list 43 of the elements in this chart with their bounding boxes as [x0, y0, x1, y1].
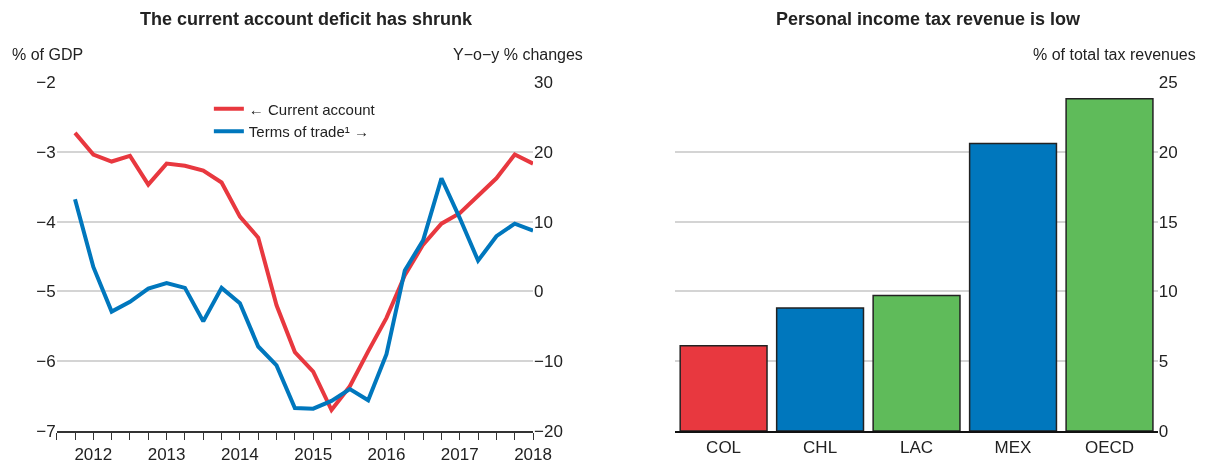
- x-tick-label: 2017: [440, 445, 479, 465]
- legend-label: Terms of trade¹ →: [248, 123, 369, 141]
- y2-tick-label: 0: [534, 282, 544, 302]
- y-tick-label: −6: [36, 352, 56, 372]
- y-tick-label: 15: [1158, 212, 1178, 232]
- y2-axis-title: Y−o−y % changes: [453, 46, 583, 63]
- y2-tick-label: 10: [534, 212, 553, 232]
- x-tick-label: CHL: [803, 438, 838, 458]
- legend-label: ← Current account: [248, 100, 376, 118]
- y-tick-label: 10: [1158, 282, 1178, 302]
- y-tick-label: 0: [1158, 421, 1169, 441]
- y-axis-title: % of total tax revenues: [1033, 46, 1196, 63]
- y-axis-title: % of GDP: [12, 46, 84, 63]
- line-series: [73, 176, 534, 411]
- y2-tick-label: −10: [534, 352, 563, 372]
- chart-title: The current account deficit has shrunk: [140, 9, 474, 29]
- bar: [775, 307, 865, 431]
- x-tick-label: 2016: [367, 445, 406, 465]
- y-tick-label: −3: [36, 142, 56, 162]
- y2-tick-label: 20: [534, 142, 553, 162]
- bar: [679, 345, 768, 431]
- y-tick-label: −7: [36, 421, 56, 441]
- x-tick-label: 2018: [514, 445, 552, 465]
- y2-tick-label: −20: [534, 421, 563, 441]
- y-tick-label: −5: [36, 282, 56, 302]
- x-tick-label: LAC: [900, 438, 934, 458]
- chart-title: Personal income tax revenue is low: [776, 9, 1082, 29]
- x-tick-label: 2013: [147, 445, 186, 465]
- y2-tick-label: 30: [534, 72, 553, 92]
- x-tick-label: COL: [706, 438, 742, 458]
- bar: [872, 294, 961, 431]
- bar: [968, 142, 1058, 431]
- x-tick-label: MEX: [994, 438, 1032, 458]
- x-tick-label: OECD: [1084, 438, 1135, 458]
- x-tick-label: 2012: [74, 445, 113, 465]
- x-tick-label: 2015: [294, 445, 333, 465]
- y-tick-label: 20: [1158, 142, 1178, 162]
- y-tick-label: 25: [1158, 72, 1178, 92]
- x-tick-label: 2014: [220, 445, 259, 465]
- y-tick-label: −2: [36, 72, 56, 92]
- y-tick-label: −4: [36, 212, 56, 232]
- y-tick-label: 5: [1158, 352, 1169, 372]
- bar: [1065, 97, 1154, 431]
